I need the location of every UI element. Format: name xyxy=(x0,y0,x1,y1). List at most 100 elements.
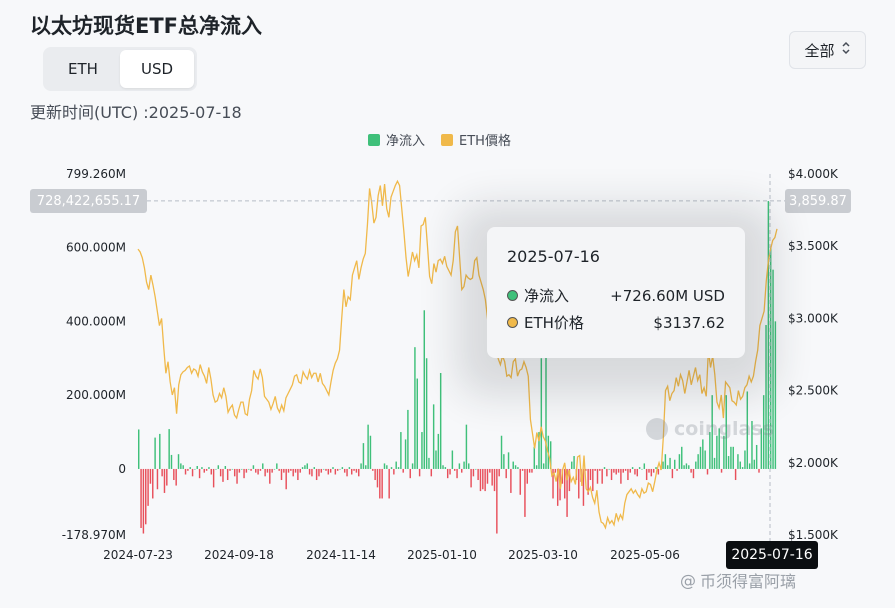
inflow-bar xyxy=(734,468,737,481)
inflow-bar xyxy=(578,468,580,499)
inflow-bar xyxy=(304,465,306,469)
inflow-bar xyxy=(294,468,297,473)
inflow-bar xyxy=(521,468,524,471)
x-axis-tick-label: 2024-09-18 xyxy=(204,548,274,562)
inflow-bar xyxy=(610,468,613,481)
inflow-bar xyxy=(688,465,690,469)
inflow-bar xyxy=(177,454,180,469)
inflow-bar xyxy=(308,468,311,475)
unit-option-eth[interactable]: ETH xyxy=(68,60,98,78)
inflow-bar xyxy=(205,468,208,471)
legend-item-inflow[interactable]: 净流入 xyxy=(368,130,425,149)
inflow-bar xyxy=(332,467,334,469)
inflow-bar xyxy=(142,468,145,534)
inflow-bar xyxy=(666,465,669,469)
inflow-bar xyxy=(315,468,318,481)
tooltip-dot-inflow xyxy=(507,290,518,301)
inflow-bar xyxy=(542,463,545,469)
inflow-bar xyxy=(313,467,315,469)
inflow-bar xyxy=(453,468,456,471)
x-axis-tick-label: 2025-03-10 xyxy=(508,548,578,562)
inflow-bar xyxy=(711,395,713,469)
inflow-bar xyxy=(556,468,559,506)
left-axis-tick-label: 200.000M xyxy=(66,388,126,402)
eth-price-line xyxy=(137,179,778,530)
inflow-bar xyxy=(346,468,348,477)
inflow-bar xyxy=(245,468,248,473)
inflow-bar xyxy=(587,468,589,495)
inflow-bar xyxy=(641,468,643,470)
legend-swatch-inflow xyxy=(368,133,380,146)
coinglass-logo-icon xyxy=(646,418,668,440)
inflow-bar xyxy=(617,468,620,473)
inflow-bar xyxy=(727,456,730,469)
inflow-bar xyxy=(299,468,301,473)
inflow-bar xyxy=(648,468,650,473)
page-title: 以太坊现货ETF总净流入 xyxy=(30,14,263,38)
inflow-bar xyxy=(163,468,166,493)
inflow-bar xyxy=(175,468,177,486)
inflow-bar xyxy=(423,310,426,469)
inflow-bar xyxy=(339,468,341,470)
inflow-bar xyxy=(613,468,615,473)
inflow-bar xyxy=(636,468,639,477)
inflow-bar xyxy=(159,433,161,469)
inflow-bar xyxy=(723,435,725,469)
inflow-bar xyxy=(463,461,465,469)
inflow-bar xyxy=(329,468,332,473)
right-axis-tick-label: $3.500K xyxy=(788,239,839,253)
inflow-bar xyxy=(592,468,594,492)
inflow-bar xyxy=(173,468,175,481)
inflow-bar xyxy=(365,465,367,469)
inflow-bar xyxy=(482,468,484,490)
inflow-bar xyxy=(564,468,566,499)
inflow-bar xyxy=(196,466,198,469)
left-axis-tick-label: -178.970M xyxy=(62,528,126,542)
inflow-bar xyxy=(411,463,414,469)
inflow-bar xyxy=(266,468,269,473)
unit-option-usd[interactable]: USD xyxy=(120,50,194,88)
inflow-bar xyxy=(285,468,287,490)
tooltip-label-price: ETH价格 xyxy=(524,314,584,332)
legend-item-price[interactable]: ETH價格 xyxy=(441,130,511,149)
inflow-bar xyxy=(201,467,203,469)
x-axis-tick-label: 2024-07-23 xyxy=(103,548,173,562)
inflow-bar xyxy=(351,468,353,475)
inflow-bar xyxy=(262,463,264,469)
inflow-bar xyxy=(552,468,554,499)
inflow-bar xyxy=(191,468,194,477)
inflow-bar xyxy=(468,463,470,469)
crosshair-left-label: 728,422,655.17 xyxy=(30,189,147,213)
inflow-bar xyxy=(725,395,727,469)
crosshair-right-label: 3,859.87 xyxy=(785,189,851,213)
inflow-bar xyxy=(306,463,308,469)
inflow-bar xyxy=(549,441,552,469)
inflow-bar xyxy=(634,468,636,475)
tooltip-row-inflow: 净流入 +726.60M USD xyxy=(507,282,725,309)
inflow-bar xyxy=(746,391,749,469)
tooltip-value-price: $3137.62 xyxy=(653,313,725,332)
inflow-bar xyxy=(379,468,381,499)
inflow-bar xyxy=(409,468,411,479)
inflow-bar xyxy=(189,467,191,469)
inflow-bar xyxy=(252,465,255,469)
inflow-bar xyxy=(526,468,528,484)
inflow-bar xyxy=(748,463,751,469)
inflow-bar xyxy=(194,468,196,470)
inflow-bar xyxy=(774,321,777,469)
inflow-bar xyxy=(622,468,624,473)
inflow-bar xyxy=(250,468,252,471)
inflow-bar xyxy=(505,468,507,479)
inflow-bar xyxy=(400,432,402,469)
inflow-bar xyxy=(732,446,734,469)
inflow-bar xyxy=(374,468,376,481)
inflow-bar xyxy=(608,468,610,470)
inflow-bar xyxy=(606,468,608,477)
inflow-bar xyxy=(772,269,774,469)
inflow-bar xyxy=(376,468,379,488)
time-range-select[interactable]: 全部 xyxy=(789,31,866,69)
inflow-bar xyxy=(676,468,678,471)
inflow-bar xyxy=(432,404,435,469)
inflow-bar xyxy=(161,468,163,477)
